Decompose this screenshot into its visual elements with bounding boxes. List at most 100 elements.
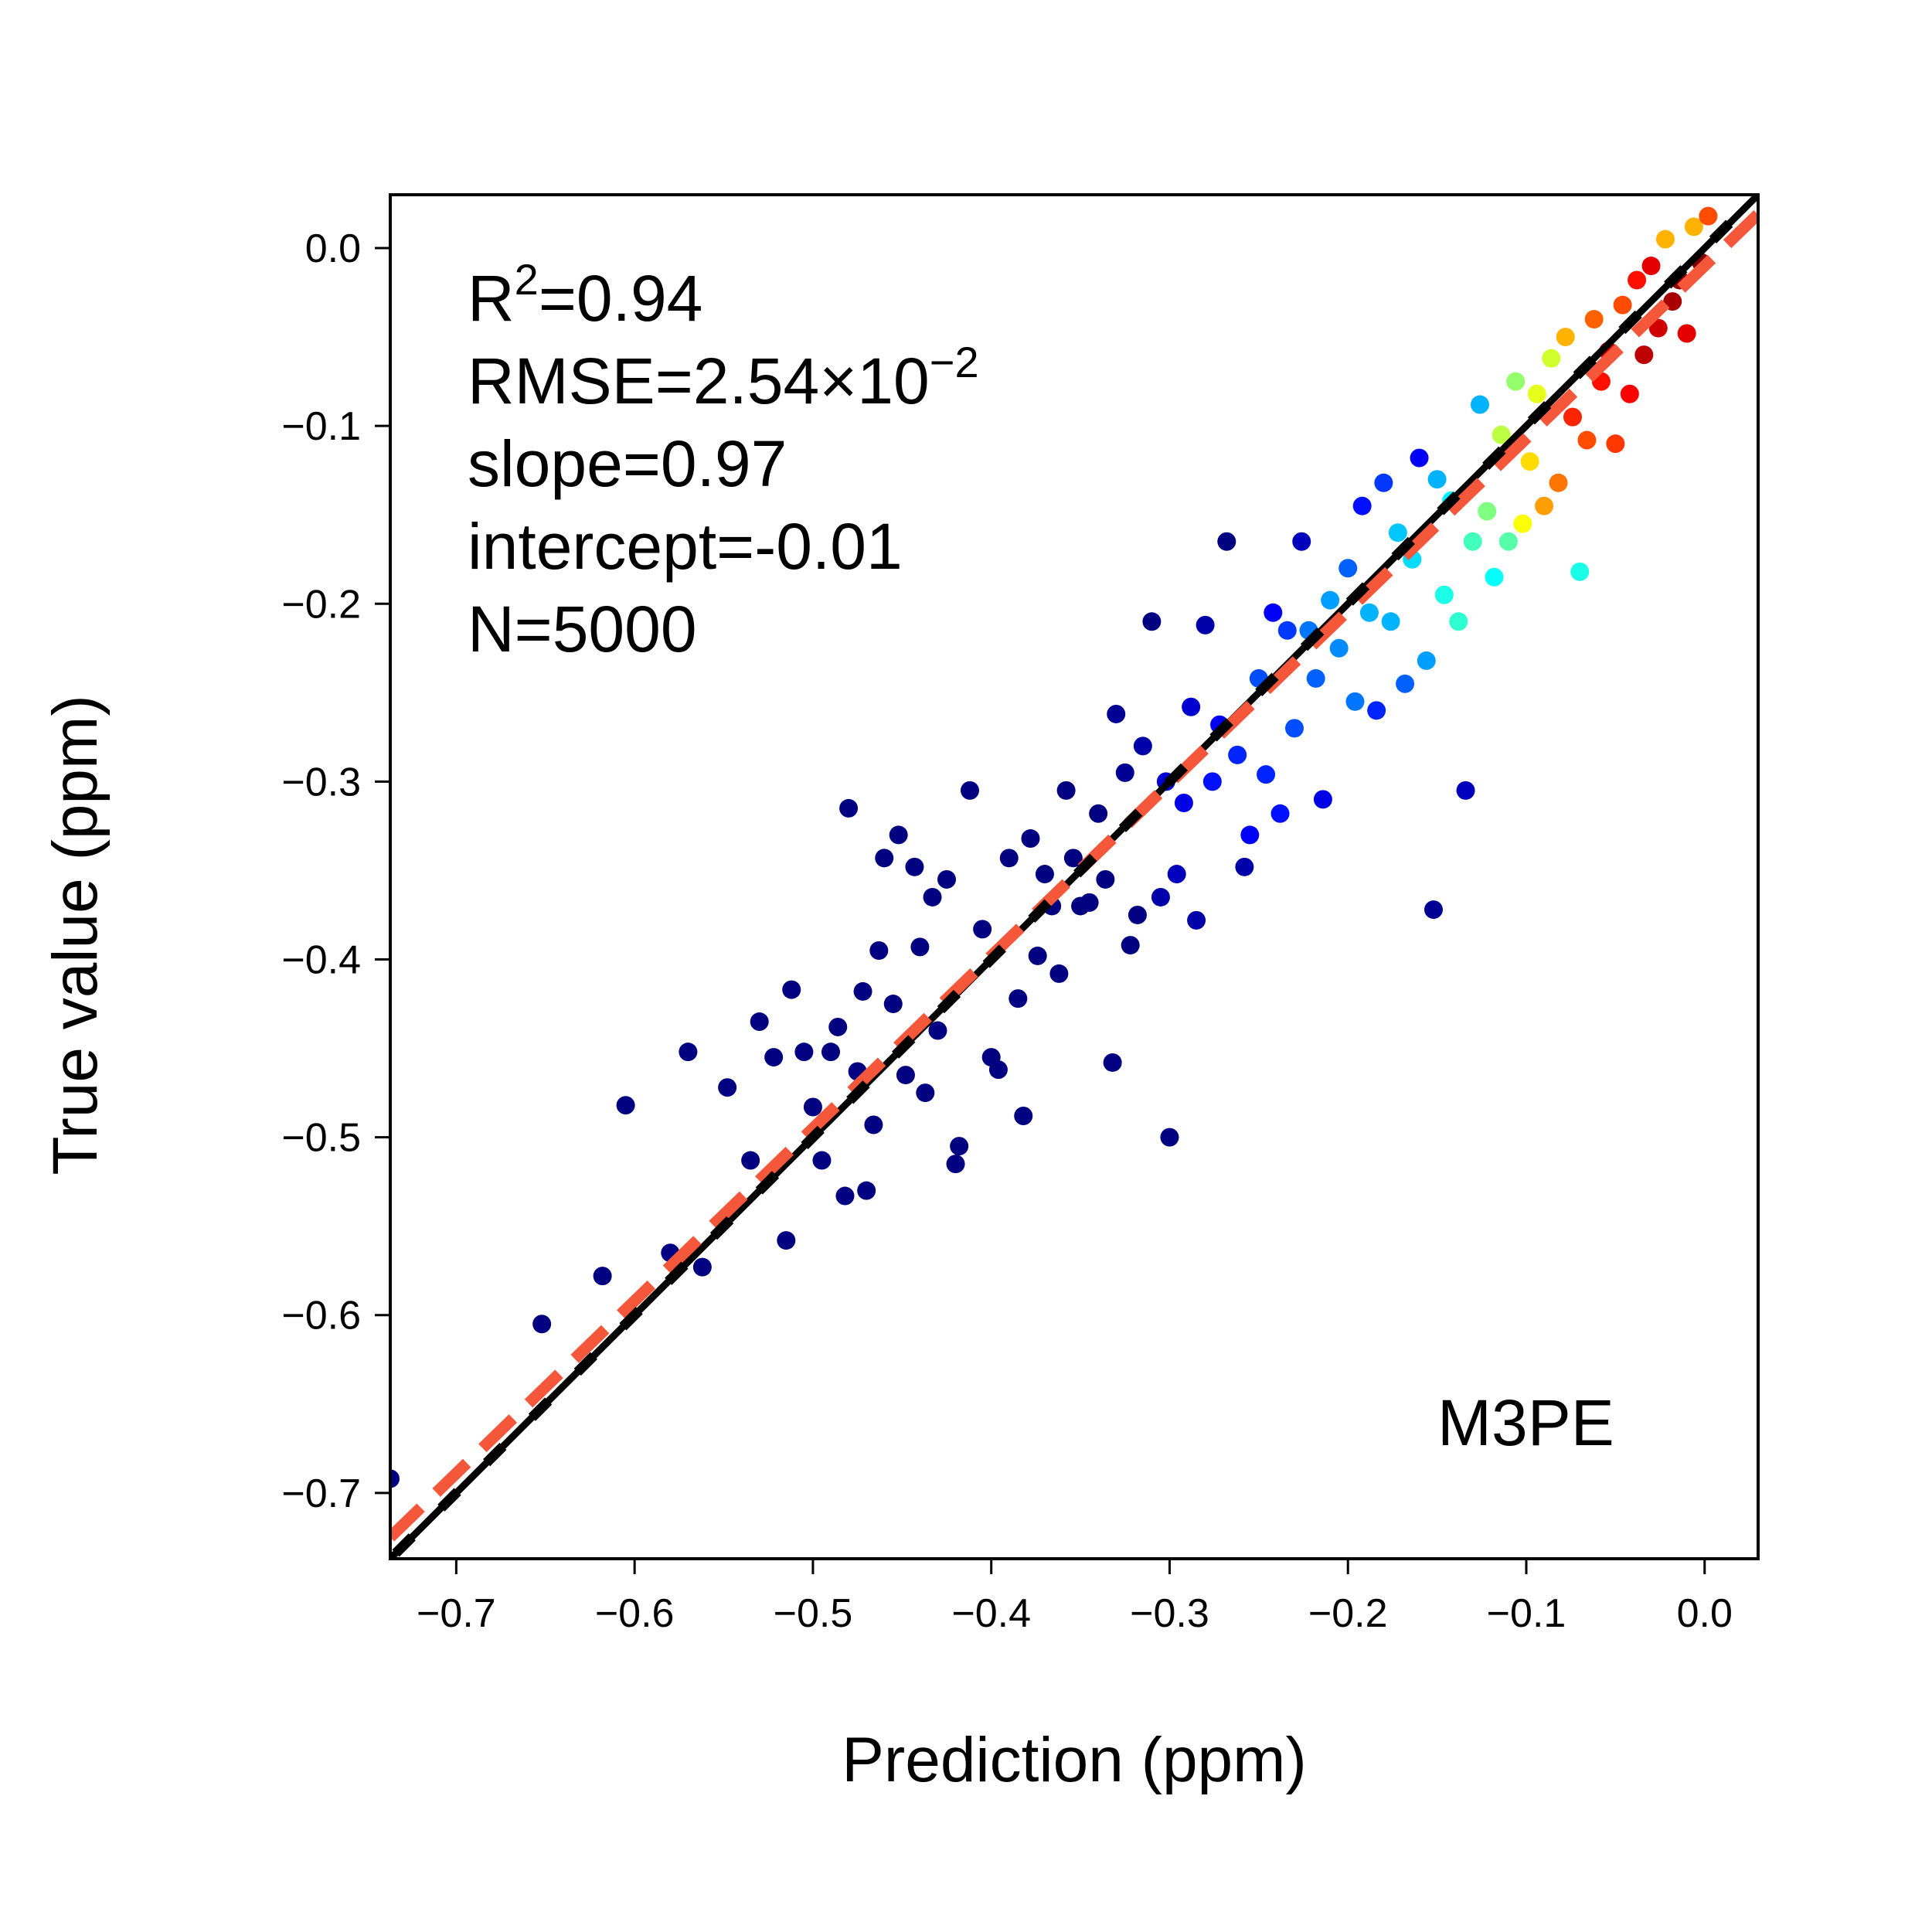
data-point (889, 825, 908, 845)
rmse-text: RMSE=2.54×10−2 (468, 338, 979, 417)
data-point (857, 1181, 876, 1200)
data-point (1270, 804, 1290, 823)
x-tick-label: −0.6 (595, 1591, 675, 1636)
data-point (905, 857, 924, 876)
x-axis-ticks: −0.7 −0.6 −0.5 −0.4 −0.3 −0.2 −0.1 0.0 (417, 1559, 1733, 1636)
data-point (1142, 612, 1162, 631)
data-point (1449, 612, 1468, 631)
data-point (1338, 559, 1358, 578)
data-point (864, 1115, 883, 1134)
data-point (1628, 270, 1647, 290)
data-point (803, 1097, 822, 1117)
data-point (869, 940, 889, 960)
data-point (1009, 989, 1028, 1009)
data-point (1656, 230, 1675, 249)
data-point (1352, 496, 1372, 515)
data-point (1321, 590, 1340, 610)
sample-count-text: N=5000 (468, 593, 697, 665)
data-point (1313, 790, 1332, 809)
data-point (1424, 900, 1443, 920)
data-point (616, 1096, 635, 1115)
y-axis-title: True value (ppm) (40, 695, 111, 1175)
data-point (853, 981, 872, 1001)
data-point (1577, 430, 1597, 450)
data-point (593, 1267, 612, 1286)
data-point (896, 1066, 915, 1085)
data-point (973, 920, 992, 939)
data-point (1089, 804, 1108, 823)
data-point (1641, 257, 1661, 276)
data-point (1492, 425, 1511, 444)
x-tick-label: −0.5 (774, 1591, 853, 1636)
data-point (1471, 395, 1489, 414)
data-point (1620, 384, 1639, 403)
data-point (883, 995, 903, 1014)
data-point (1228, 745, 1247, 764)
x-tick-label: −0.7 (417, 1591, 496, 1636)
slope-text: slope=0.97 (468, 427, 787, 500)
plot-frame (389, 193, 1760, 1560)
data-point (1677, 324, 1696, 343)
intercept-text: intercept=-0.01 (468, 510, 903, 583)
data-point (988, 1060, 1008, 1080)
y-tick-label: 0.0 (305, 226, 361, 271)
data-point (1035, 865, 1054, 884)
data-point (1264, 603, 1283, 622)
data-point (1549, 473, 1568, 492)
data-point (839, 798, 859, 818)
data-point (741, 1151, 760, 1170)
stats-annotation: R2=0.94 RMSE=2.54×10−2 slope=0.97 interc… (468, 255, 979, 665)
data-point (1151, 887, 1170, 906)
data-point (1096, 869, 1115, 889)
data-point (1115, 763, 1134, 782)
data-point (1396, 674, 1415, 693)
data-point (1160, 1128, 1179, 1147)
data-point (1202, 772, 1222, 791)
data-point (794, 1043, 814, 1062)
data-point (923, 887, 942, 906)
data-point (812, 1151, 832, 1170)
data-point (1506, 372, 1526, 391)
data-point (764, 1048, 784, 1067)
model-label: M3PE (1437, 1386, 1614, 1459)
data-point (1606, 434, 1625, 454)
data-point (1257, 765, 1276, 784)
data-point (875, 849, 894, 868)
data-point (1381, 612, 1400, 631)
data-point (950, 1137, 969, 1156)
data-point (1028, 946, 1047, 965)
data-point (1182, 697, 1201, 716)
data-point (1167, 865, 1186, 884)
data-point (1634, 345, 1654, 365)
data-point (1121, 936, 1140, 955)
data-point (679, 1043, 698, 1062)
data-point (1359, 603, 1379, 622)
data-point (1133, 736, 1152, 756)
data-point (718, 1078, 737, 1097)
x-tick-label: −0.1 (1487, 1591, 1566, 1636)
data-point (1684, 217, 1703, 236)
data-point (390, 1469, 400, 1488)
data-point (1103, 1053, 1122, 1072)
data-point (946, 1155, 965, 1174)
data-point (928, 1021, 947, 1040)
r-squared-text: R2=0.94 (468, 255, 702, 335)
y-tick-label: −0.3 (281, 760, 361, 804)
data-point (1021, 829, 1040, 849)
data-point (916, 1083, 935, 1103)
x-tick-label: −0.2 (1308, 1591, 1388, 1636)
data-point (1367, 701, 1386, 720)
data-point (1374, 473, 1393, 492)
data-point (1520, 452, 1539, 471)
data-point (1427, 470, 1447, 489)
data-point (1196, 615, 1215, 634)
x-axis-title: Prediction (ppm) (842, 1725, 1307, 1795)
y-tick-label: −0.4 (281, 938, 361, 983)
data-point (1556, 328, 1575, 347)
data-point (1329, 638, 1349, 658)
data-point (999, 849, 1019, 868)
data-point (828, 1017, 848, 1036)
data-point (1463, 532, 1482, 551)
data-point (1306, 668, 1325, 688)
